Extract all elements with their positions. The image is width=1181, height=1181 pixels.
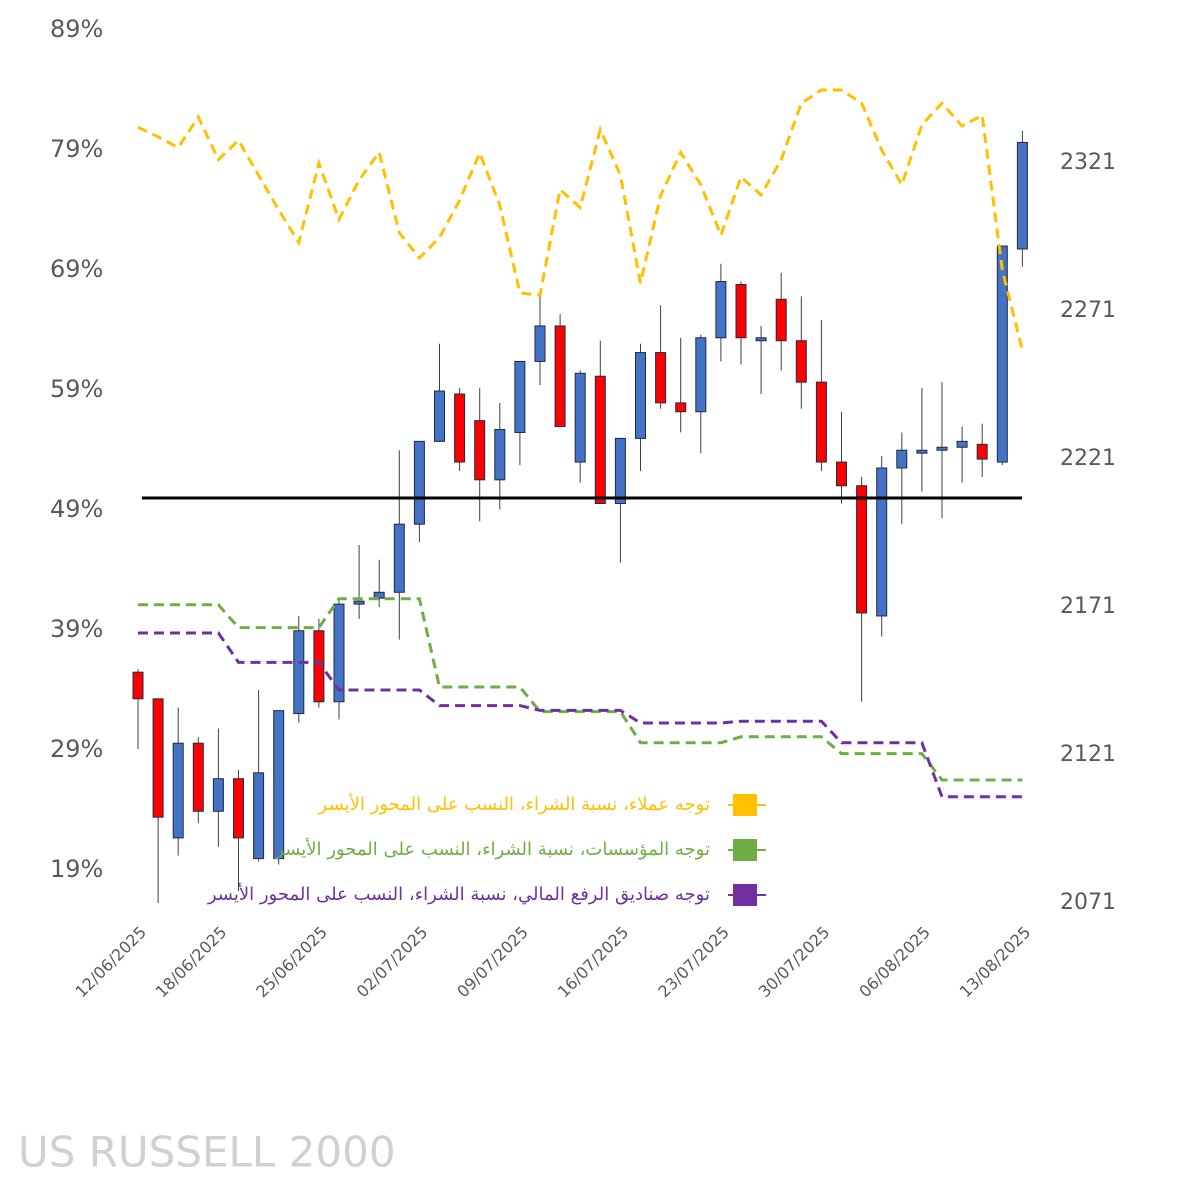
- candle-body: [353, 600, 365, 605]
- legend-label: توجه المؤسسات، نسبة الشراء، النسب على ال…: [274, 838, 710, 860]
- candle-body: [514, 360, 526, 433]
- y-tick-label: 39%: [50, 615, 103, 643]
- candle-body: [233, 778, 244, 839]
- candle-body: [936, 446, 948, 451]
- candle-body: [534, 325, 546, 362]
- candle-body: [815, 381, 827, 463]
- candle-body: [152, 698, 164, 818]
- candle-body: [454, 393, 466, 463]
- y2-tick-label: 2271: [1060, 298, 1116, 323]
- y-tick-label: 69%: [50, 255, 103, 283]
- y-tick-label: 59%: [50, 375, 103, 403]
- candle-body: [494, 429, 506, 481]
- candle-body: [1016, 141, 1028, 250]
- candle-body: [212, 778, 224, 812]
- y-tick-label: 89%: [50, 15, 103, 43]
- candle-body: [695, 337, 707, 413]
- candle-body: [976, 443, 988, 460]
- candle-body: [373, 591, 385, 599]
- x-tick-label: 06/08/2025: [855, 923, 934, 1002]
- candle-body: [313, 630, 325, 703]
- candle-body: [916, 449, 928, 454]
- candle-body: [192, 742, 204, 812]
- legend-label: توجه صناديق الرفع المالي، نسبة الشراء، ا…: [207, 883, 710, 905]
- x-tick-label: 18/06/2025: [152, 923, 231, 1002]
- candle-body: [273, 710, 285, 860]
- y2-tick-label: 2121: [1060, 742, 1116, 767]
- legend-swatch: [733, 794, 757, 816]
- y-tick-label: 19%: [50, 855, 103, 883]
- x-tick-label: 23/07/2025: [654, 923, 733, 1002]
- candle-body: [775, 298, 787, 342]
- candle-body: [675, 402, 687, 413]
- x-tick-label: 12/06/2025: [71, 923, 150, 1002]
- candle-body: [594, 375, 606, 504]
- y2-tick-label: 2221: [1060, 446, 1116, 471]
- candle-body: [956, 440, 968, 448]
- candle-body: [755, 337, 767, 342]
- candle-body: [735, 284, 747, 339]
- y-tick-label: 79%: [50, 135, 103, 163]
- legend-swatch: [733, 884, 757, 906]
- candle-body: [715, 281, 727, 339]
- legend-label: توجه عملاء، نسبة الشراء، النسب على المحو…: [318, 793, 710, 815]
- x-tick-label: 30/07/2025: [755, 923, 834, 1002]
- candle-body: [876, 467, 888, 617]
- candle-body: [132, 671, 144, 700]
- line-series: [137, 88, 1024, 351]
- legend-swatch: [733, 839, 757, 861]
- candle-body: [253, 772, 265, 860]
- y2-tick-label: 2321: [1060, 150, 1116, 175]
- y2-tick-label: 2171: [1060, 594, 1116, 619]
- candle-body: [393, 523, 405, 593]
- candle-body: [856, 485, 868, 614]
- watermark: US RUSSELL 2000: [18, 1128, 396, 1177]
- candle-body: [795, 340, 807, 383]
- candle-body: [836, 461, 847, 487]
- candle-body: [554, 325, 566, 428]
- x-tick-label: 16/07/2025: [554, 923, 633, 1002]
- candle-body: [635, 352, 646, 439]
- x-tick-label: 25/06/2025: [252, 923, 331, 1002]
- candle-body: [614, 437, 626, 504]
- candle-body: [333, 603, 345, 703]
- candle-body: [413, 440, 425, 525]
- candle-body: [434, 390, 445, 442]
- y-tick-label: 49%: [50, 495, 103, 523]
- y-tick-label: 29%: [50, 735, 103, 763]
- candle-body: [896, 449, 908, 469]
- candle-body: [172, 742, 184, 839]
- line-series: [138, 597, 1023, 782]
- line-series: [138, 631, 1023, 799]
- x-tick-label: 09/07/2025: [453, 923, 532, 1002]
- candle-body: [574, 372, 586, 463]
- y2-tick-label: 2071: [1060, 890, 1116, 915]
- candle-body: [996, 245, 1008, 463]
- x-tick-label: 13/08/2025: [956, 923, 1035, 1002]
- candle-body: [655, 352, 667, 404]
- candle-body: [474, 420, 486, 481]
- x-tick-label: 02/07/2025: [353, 923, 432, 1002]
- candle-body: [293, 630, 305, 715]
